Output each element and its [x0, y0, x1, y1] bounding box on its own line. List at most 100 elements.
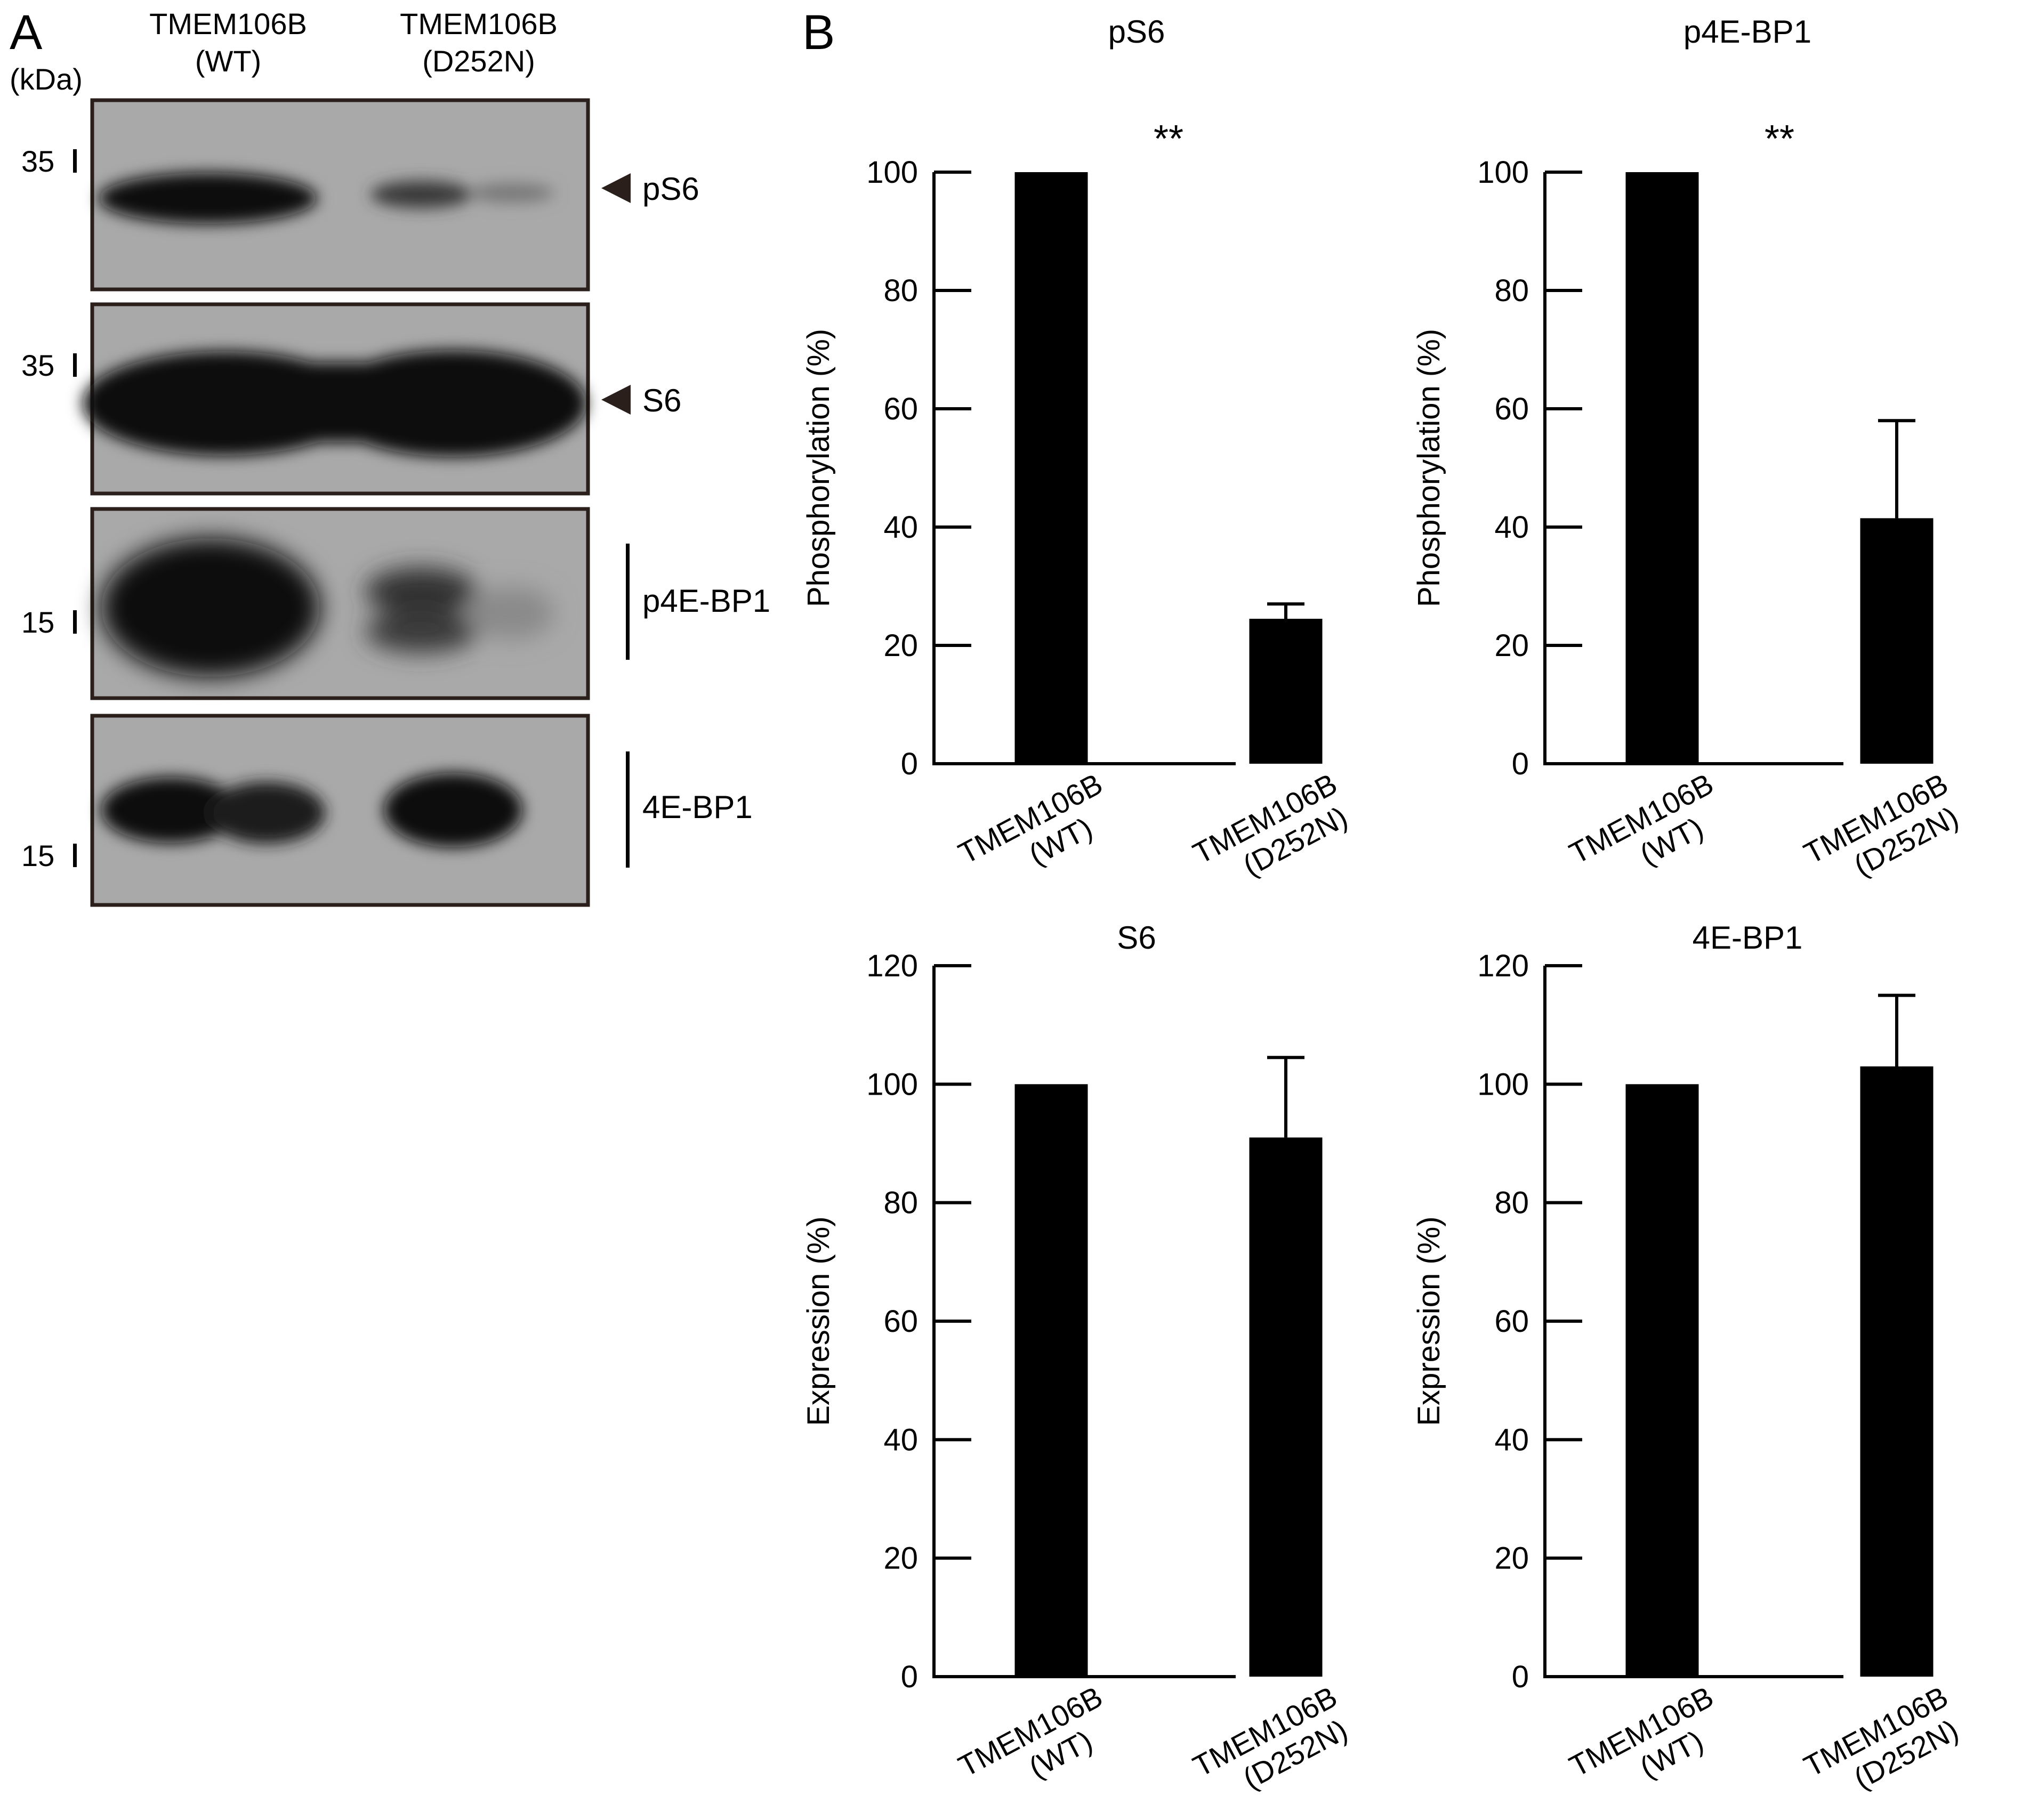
x-category-label: TMEM106B(WT) [953, 1680, 1124, 1814]
x-category-label: TMEM106B(WT) [1564, 767, 1735, 901]
y-tick-label: 120 [866, 949, 918, 983]
chart-p4ebp1: p4E-BP1 ** 0 20 40 60 80 100 Phosphorylation (%)… [1412, 14, 1970, 901]
band [469, 586, 554, 640]
chart-s6: S6 0 20 40 60 80 100 120 Expression (%) TMEM106B(… [801, 920, 1359, 1814]
blot-s6: 35 S6 [21, 302, 681, 496]
y-tick-label: 20 [883, 1541, 918, 1576]
band [139, 362, 538, 442]
significance-label: ** [1765, 118, 1794, 160]
y-tick-label: 20 [1494, 628, 1529, 663]
y-tick-label: 60 [1494, 1304, 1529, 1339]
mw-tick [73, 149, 77, 173]
panel-a-letter: A [10, 5, 43, 60]
kda-label: (kDa) [10, 62, 83, 96]
mw-tick [73, 610, 77, 634]
y-tick-label: 100 [1477, 155, 1529, 190]
y-axis-label: Phosphorylation (%) [1412, 329, 1446, 607]
y-tick-label: 100 [866, 155, 918, 190]
mw-label: 15 [21, 605, 54, 639]
x-category-label: TMEM106B(D252N) [1188, 767, 1359, 901]
mw-label: 15 [21, 839, 54, 872]
band [365, 568, 477, 616]
bar [1249, 1137, 1323, 1677]
x-category-label: TMEM106B(D252N) [1799, 1680, 1970, 1814]
mw-tick [73, 353, 77, 377]
band [384, 773, 522, 847]
blot-label: S6 [642, 383, 681, 418]
y-axis-label: Expression (%) [801, 1216, 836, 1426]
blot-p4ebp1-bands [101, 538, 554, 677]
bar [1014, 172, 1088, 764]
y-tick-label: 40 [883, 510, 918, 545]
blot-label: 4E-BP1 [642, 789, 753, 825]
lane-1-label-line2: (WT) [195, 44, 261, 78]
y-tick-label: 40 [883, 1422, 918, 1457]
blot-label: pS6 [642, 171, 699, 207]
mw-label: 35 [21, 349, 54, 382]
y-tick-label: 120 [1477, 949, 1529, 983]
x-category-label: TMEM106B(D252N) [1188, 1680, 1359, 1814]
y-tick-label: 100 [866, 1067, 918, 1102]
y-tick-label: 80 [1494, 273, 1529, 308]
bar [1625, 172, 1699, 764]
y-tick-label: 0 [1512, 747, 1529, 781]
arrow-icon [601, 173, 631, 203]
chart-title: S6 [1117, 920, 1156, 956]
y-tick-label: 0 [901, 1660, 918, 1694]
blot-4ebp1: 15 4E-BP1 [21, 714, 753, 907]
x-category-label: TMEM106B(WT) [1564, 1680, 1735, 1814]
bar [1860, 1066, 1934, 1677]
chart-title: 4E-BP1 [1693, 920, 1803, 956]
y-tick-label: 60 [883, 1304, 918, 1339]
chart-title: pS6 [1108, 14, 1165, 50]
chart-4ebp1: 4E-BP1 0 20 40 60 80 100 120 Expression (%) TMEM1… [1412, 920, 1970, 1814]
y-tick-label: 80 [883, 273, 918, 308]
lane-2-label-line2: (D252N) [422, 44, 535, 78]
band [208, 782, 325, 844]
bar [1249, 619, 1323, 764]
band [101, 538, 320, 677]
y-tick-label: 0 [901, 747, 918, 781]
y-tick-label: 20 [883, 628, 918, 663]
lane-2-label-line1: TMEM106B [400, 7, 558, 41]
panel-b-letter: B [802, 5, 835, 60]
band [101, 777, 240, 843]
y-tick-label: 40 [1494, 1422, 1529, 1457]
y-tick-label: 80 [1494, 1186, 1529, 1220]
blot-s6-bands [83, 350, 586, 457]
band [365, 610, 477, 653]
blot-ps6-bands [99, 173, 554, 224]
y-tick-label: 100 [1477, 1067, 1529, 1102]
significance-label: ** [1154, 118, 1183, 160]
y-tick-label: 60 [1494, 392, 1529, 426]
blot-4ebp1-bands [101, 773, 522, 847]
bracket-bar [626, 544, 630, 660]
chart-title: p4E-BP1 [1683, 14, 1811, 50]
y-tick-label: 80 [883, 1186, 918, 1220]
mw-label: 35 [21, 144, 54, 178]
y-tick-label: 0 [1512, 1660, 1529, 1694]
blot-p4ebp1: 15 p4E-BP1 [21, 507, 770, 700]
y-tick-label: 40 [1494, 510, 1529, 545]
y-tick-label: 60 [883, 392, 918, 426]
band [370, 181, 472, 208]
arrow-icon [601, 385, 631, 415]
panel-a: A (kDa) TMEM106B (WT) TMEM106B (D252N) 3… [10, 5, 770, 907]
lane-1-label-line1: TMEM106B [149, 7, 307, 41]
blot-ps6: 35 pS6 [21, 98, 699, 292]
x-category-label: TMEM106B(WT) [953, 767, 1124, 901]
bar [1625, 1084, 1699, 1677]
y-axis-label: Expression (%) [1412, 1216, 1446, 1426]
y-axis-label: Phosphorylation (%) [801, 329, 836, 607]
panel-b: B pS6 ** 0 20 40 60 80 100 Phosphorylation (%) TM… [801, 5, 1970, 1814]
bracket-bar [626, 751, 630, 868]
band [469, 183, 554, 203]
bar [1014, 1084, 1088, 1677]
bar [1860, 518, 1934, 764]
y-tick-label: 20 [1494, 1541, 1529, 1576]
x-category-label: TMEM106B(D252N) [1799, 767, 1970, 901]
band [99, 173, 317, 224]
blot-label: p4E-BP1 [642, 583, 770, 619]
mw-tick [73, 844, 77, 867]
